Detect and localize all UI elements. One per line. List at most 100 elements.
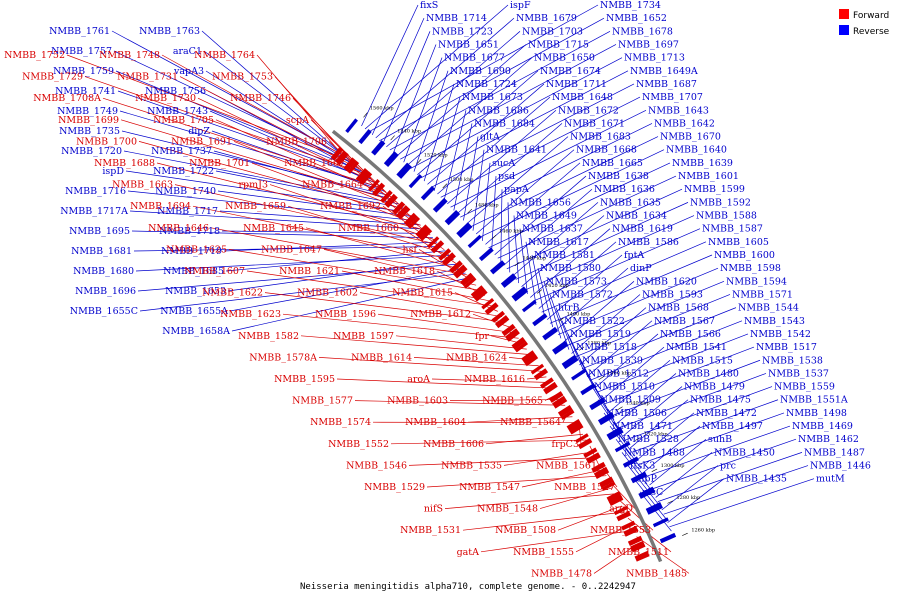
- reverse-gene-label: NMBB_1724: [456, 79, 517, 90]
- forward-gene-connector: [66, 54, 351, 162]
- reverse-gene-label: NMBB_1717: [157, 206, 218, 217]
- reverse-gene-arc: [478, 247, 494, 262]
- reverse-gene-label: NMBB_1479: [684, 382, 745, 393]
- tick-mark: [682, 532, 688, 536]
- reverse-gene-connector: [133, 246, 442, 252]
- forward-gene-arc: [504, 328, 520, 342]
- reverse-gene-connector: [655, 452, 713, 498]
- tick-mark: [363, 112, 368, 118]
- forward-gene-arc: [463, 276, 477, 289]
- reverse-gene-connector: [513, 215, 519, 284]
- reverse-gene-connector: [217, 190, 412, 217]
- reverse-gene-label: NMBB_1571: [732, 289, 793, 300]
- forward-gene-label: NMBB_1607: [184, 266, 245, 277]
- reverse-gene-connector: [507, 202, 511, 273]
- reverse-gene-connector: [413, 70, 449, 172]
- forward-gene-arc: [560, 409, 575, 420]
- reverse-gene-label: NMBB_1594: [726, 276, 787, 287]
- forward-gene-label: NMBB_1729: [22, 72, 83, 83]
- reverse-gene-connector: [447, 109, 557, 205]
- forward-gene-connector: [395, 335, 527, 350]
- forward-gene-arc: [514, 341, 529, 353]
- forward-gene-label: NMBB_1660: [338, 223, 399, 234]
- tick-mark: [467, 208, 473, 214]
- forward-gene-connector: [354, 400, 566, 406]
- reverse-gene-connector: [382, 31, 431, 144]
- forward-gene-label: NMBB_1616: [464, 374, 525, 385]
- reverse-gene-arc: [432, 197, 448, 213]
- reverse-gene-arc: [383, 151, 399, 168]
- reverse-gene-connector: [403, 57, 443, 163]
- reverse-gene-label: NMBB_1734: [600, 0, 661, 11]
- forward-gene-label: NMBB_1621: [279, 266, 340, 277]
- forward-gene-arc: [524, 354, 539, 367]
- reverse-gene-label: NMBB_1756: [145, 86, 206, 97]
- reverse-gene-arc: [571, 368, 587, 381]
- forward-gene-arc: [415, 224, 430, 239]
- forward-gene-label: NMBB_1603: [387, 396, 448, 407]
- reverse-gene-connector: [472, 149, 485, 231]
- forward-gene-label: NMBB_1691: [171, 136, 232, 147]
- reverse-gene-label: NMBB_1542: [750, 329, 811, 340]
- reverse-gene-label: NMBB_1665: [582, 158, 643, 169]
- forward-gene-arc: [474, 289, 488, 302]
- reverse-gene-connector: [121, 130, 391, 197]
- tick-label: 1460 kbp: [499, 229, 523, 235]
- reverse-gene-label: NMBB_1720: [61, 146, 122, 157]
- reverse-gene-label: NMBB_1636: [594, 184, 655, 195]
- forward-gene-connector: [503, 451, 594, 466]
- reverse-gene-connector: [503, 188, 593, 266]
- reverse-gene-connector: [667, 478, 725, 523]
- reverse-gene-label: NMBB_1487: [804, 447, 865, 458]
- forward-gene-arc: [368, 178, 380, 192]
- forward-gene-label: NMBB_1508: [495, 525, 556, 536]
- reverse-gene-arc: [396, 162, 412, 179]
- reverse-gene-label: NMBB_1475: [690, 395, 751, 406]
- reverse-gene-label: NMBB_1716: [65, 186, 126, 197]
- reverse-gene-arc: [645, 501, 663, 515]
- forward-gene-arc: [419, 228, 433, 242]
- tick-mark: [634, 437, 641, 441]
- reverse-gene-connector: [512, 202, 599, 277]
- forward-gene-connector: [84, 76, 367, 175]
- gene-labels: fixS ispF NMBB_1734 NMBB_1714 NMBB_1679 NMBB_…: [4, 0, 871, 579]
- forward-gene-connector: [408, 457, 597, 466]
- reverse-gene-label: NMBB_1672: [558, 105, 619, 116]
- reverse-gene-label: NMBB_1761: [49, 26, 110, 37]
- forward-gene-connector: [390, 439, 587, 445]
- reverse-gene-label: NMBB_1567: [654, 316, 715, 327]
- forward-gene-label: NMBB_1602: [297, 288, 358, 299]
- forward-gene-arc: [384, 193, 398, 208]
- reverse-gene-connector: [537, 268, 554, 328]
- reverse-gene-connector: [616, 373, 677, 425]
- forward-gene-connector: [174, 184, 440, 246]
- reverse-gene-label: NMBB_1653: [165, 286, 226, 297]
- reverse-gene-label: NMBB_1684: [474, 118, 535, 129]
- reverse-gene-connector: [371, 18, 425, 136]
- reverse-gene-connector: [623, 386, 683, 437]
- forward-gene-arc: [601, 481, 616, 491]
- reverse-gene-label: NMBB_1679: [516, 13, 577, 24]
- kbp-ticks: 1560 kbp 1540 kbp 1520 kbp 1500 kbp 1480 kbp…: [363, 106, 715, 536]
- reverse-gene-label: NMBB_1683: [570, 132, 631, 143]
- reverse-gene-label: NMBB_1671: [564, 118, 625, 129]
- reverse-gene-connector: [657, 452, 803, 502]
- reverse-gene-connector: [530, 228, 611, 298]
- forward-gene-connector: [246, 270, 494, 307]
- reverse-gene-label: clpP: [636, 474, 657, 485]
- forward-gene-arc: [491, 310, 506, 323]
- forward-gene-label: NMBB_1527: [554, 482, 615, 493]
- reverse-gene-label: fptA: [624, 250, 644, 261]
- legend: Forward Reverse: [839, 9, 890, 37]
- reverse-gene-label: NMBB_1715: [528, 39, 589, 50]
- reverse-gene-label: NMBB_1506: [606, 408, 667, 419]
- forward-gene-connector: [449, 399, 562, 401]
- reverse-gene-label: NMBB_1651: [438, 39, 499, 50]
- reverse-gene-arc: [511, 286, 529, 302]
- forward-gene-arc: [530, 363, 545, 375]
- reverse-gene-connector: [131, 230, 433, 239]
- reverse-gene-connector: [135, 254, 450, 272]
- forward-gene-label: argD: [609, 504, 633, 515]
- reverse-gene-connector: [475, 149, 575, 235]
- tick-mark: [578, 346, 585, 351]
